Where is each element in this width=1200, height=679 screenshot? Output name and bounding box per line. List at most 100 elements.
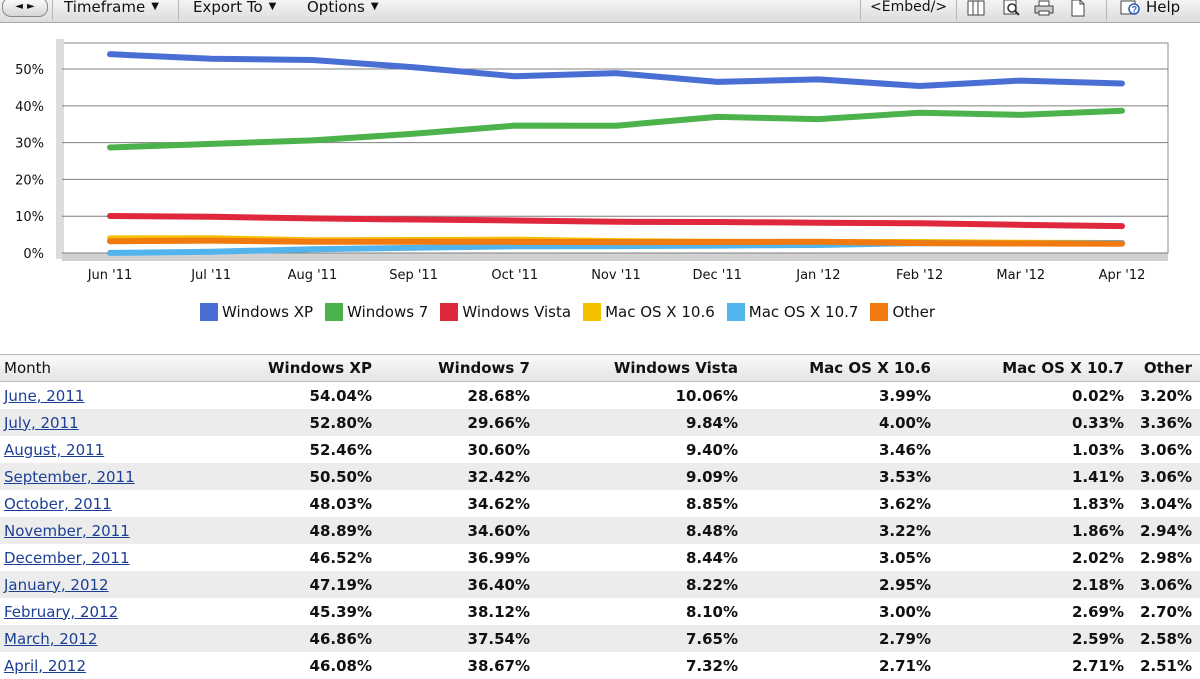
month-link[interactable]: March, 2012: [4, 629, 98, 648]
legend-swatch: [440, 303, 459, 321]
search-zoom-icon[interactable]: [1002, 0, 1022, 17]
month-link[interactable]: August, 2011: [4, 440, 105, 459]
month-link[interactable]: November, 2011: [4, 521, 130, 540]
legend-item[interactable]: Windows 7: [325, 303, 428, 321]
value-cell: 48.03%: [309, 494, 372, 513]
month-link[interactable]: September, 2011: [4, 467, 135, 486]
value-cell: 4.00%: [746, 409, 939, 436]
value-cell: 3.06%: [1132, 463, 1200, 490]
legend-label: Mac OS X 10.6: [605, 303, 715, 321]
month-link[interactable]: October, 2011: [4, 494, 112, 513]
value-cell: 2.02%: [1071, 548, 1124, 567]
timeframe-menu[interactable]: Timeframe ▼: [64, 0, 159, 16]
legend-label: Windows Vista: [462, 303, 572, 321]
month-link[interactable]: February, 2012: [4, 602, 119, 621]
legend-label: Windows 7: [347, 303, 429, 321]
value-cell: 1.03%: [1071, 440, 1124, 459]
value-cell: 52.46%: [309, 440, 372, 459]
value-cell: 3.99%: [878, 386, 931, 405]
data-point-windows-xp: [309, 57, 315, 63]
x-tick-label: Apr '12: [1099, 268, 1146, 283]
data-point-windows-vista: [1119, 223, 1125, 229]
data-point-windows-vista: [815, 220, 821, 226]
x-tick-label: Jul '11: [190, 268, 231, 283]
x-tick-label: Dec '11: [692, 268, 741, 283]
value-cell: 34.62%: [467, 494, 530, 513]
data-point-other: [917, 240, 923, 246]
toolbar-separator: [1106, 0, 1107, 20]
value-cell: 3.53%: [746, 463, 939, 490]
value-cell: 2.98%: [1139, 548, 1192, 567]
data-point-windows-vista: [714, 219, 720, 225]
x-tick-label: Jun '11: [87, 268, 133, 283]
month-link[interactable]: April, 2012: [4, 656, 86, 675]
legend-item[interactable]: Mac OS X 10.6: [583, 303, 715, 321]
legend-item[interactable]: Windows Vista: [440, 303, 571, 321]
print-icon[interactable]: [1034, 0, 1054, 17]
value-cell: 2.70%: [1139, 602, 1192, 621]
value-cell: 9.84%: [538, 409, 746, 436]
data-point-windows-xp: [512, 73, 518, 79]
help-label: Help: [1146, 0, 1181, 16]
columns-icon[interactable]: [966, 0, 986, 17]
chevron-down-icon: ▼: [268, 1, 277, 12]
column-header-month[interactable]: Month: [0, 354, 172, 382]
value-cell: 8.44%: [685, 548, 738, 567]
value-cell: 36.99%: [467, 548, 530, 567]
data-point-windows-7: [208, 141, 214, 147]
value-cell: 3.06%: [1132, 571, 1200, 598]
value-cell: 47.19%: [172, 571, 380, 598]
month-cell: September, 2011: [0, 463, 172, 490]
value-cell: 8.48%: [538, 517, 746, 544]
value-cell: 2.94%: [1132, 517, 1200, 544]
value-cell: 50.50%: [172, 463, 380, 490]
options-menu[interactable]: Options ▼: [307, 0, 379, 16]
data-point-windows-xp: [1018, 78, 1024, 84]
column-header-windows-7[interactable]: Windows 7: [380, 354, 538, 382]
value-cell: 30.60%: [467, 440, 530, 459]
data-point-windows-vista: [208, 214, 214, 220]
data-point-windows-7: [815, 116, 821, 122]
month-link[interactable]: December, 2011: [4, 548, 130, 567]
data-point-other: [613, 239, 619, 245]
document-icon[interactable]: [1068, 0, 1088, 17]
toolbar-separator: [52, 0, 53, 20]
export-to-menu[interactable]: Export To ▼: [193, 0, 276, 16]
value-cell: 46.86%: [172, 625, 380, 652]
month-link[interactable]: June, 2011: [4, 386, 85, 405]
month-link[interactable]: January, 2012: [4, 575, 109, 594]
forward-arrow-icon[interactable]: ►: [27, 1, 35, 12]
value-cell: 0.02%: [1071, 386, 1124, 405]
data-point-mac-os-x-10-7: [208, 249, 214, 255]
data-point-other: [107, 238, 113, 244]
legend-item[interactable]: Windows XP: [200, 303, 313, 321]
x-tick-label: Jan '12: [795, 268, 840, 283]
value-cell: 10.06%: [675, 386, 738, 405]
column-header-windows-xp[interactable]: Windows XP: [172, 354, 380, 382]
data-point-windows-7: [107, 144, 113, 150]
legend-item[interactable]: Mac OS X 10.7: [726, 303, 858, 321]
data-point-windows-xp: [1119, 80, 1125, 86]
back-arrow-icon[interactable]: ◄: [15, 1, 23, 12]
value-cell: 2.59%: [939, 625, 1132, 652]
help-button[interactable]: ? Help: [1120, 0, 1180, 16]
column-header-other[interactable]: Other: [1132, 354, 1200, 382]
nav-arrows[interactable]: ◄ ►: [2, 0, 48, 17]
column-header-mac-os-x-10-6[interactable]: Mac OS X 10.6: [746, 354, 939, 382]
value-cell: 37.54%: [380, 625, 538, 652]
column-header-mac-os-x-10-7[interactable]: Mac OS X 10.7: [939, 354, 1132, 382]
chevron-down-icon: ▼: [151, 1, 159, 12]
value-cell: 36.40%: [380, 571, 538, 598]
embed-button[interactable]: <Embed/>: [870, 0, 947, 16]
y-axis-ticks: 0% 10% 20% 30% 40% 50%: [15, 63, 44, 262]
plot-area: [56, 39, 1169, 261]
y-tick-label: 40%: [15, 100, 44, 115]
data-point-other: [714, 239, 720, 245]
column-header-windows-vista[interactable]: Windows Vista: [538, 354, 746, 382]
data-point-windows-xp: [107, 51, 113, 57]
x-tick-label: Feb '12: [896, 268, 943, 283]
legend-item[interactable]: Other: [870, 303, 935, 321]
data-point-windows-vista: [613, 219, 619, 225]
month-link[interactable]: July, 2011: [4, 413, 79, 432]
data-point-windows-vista: [107, 213, 113, 219]
